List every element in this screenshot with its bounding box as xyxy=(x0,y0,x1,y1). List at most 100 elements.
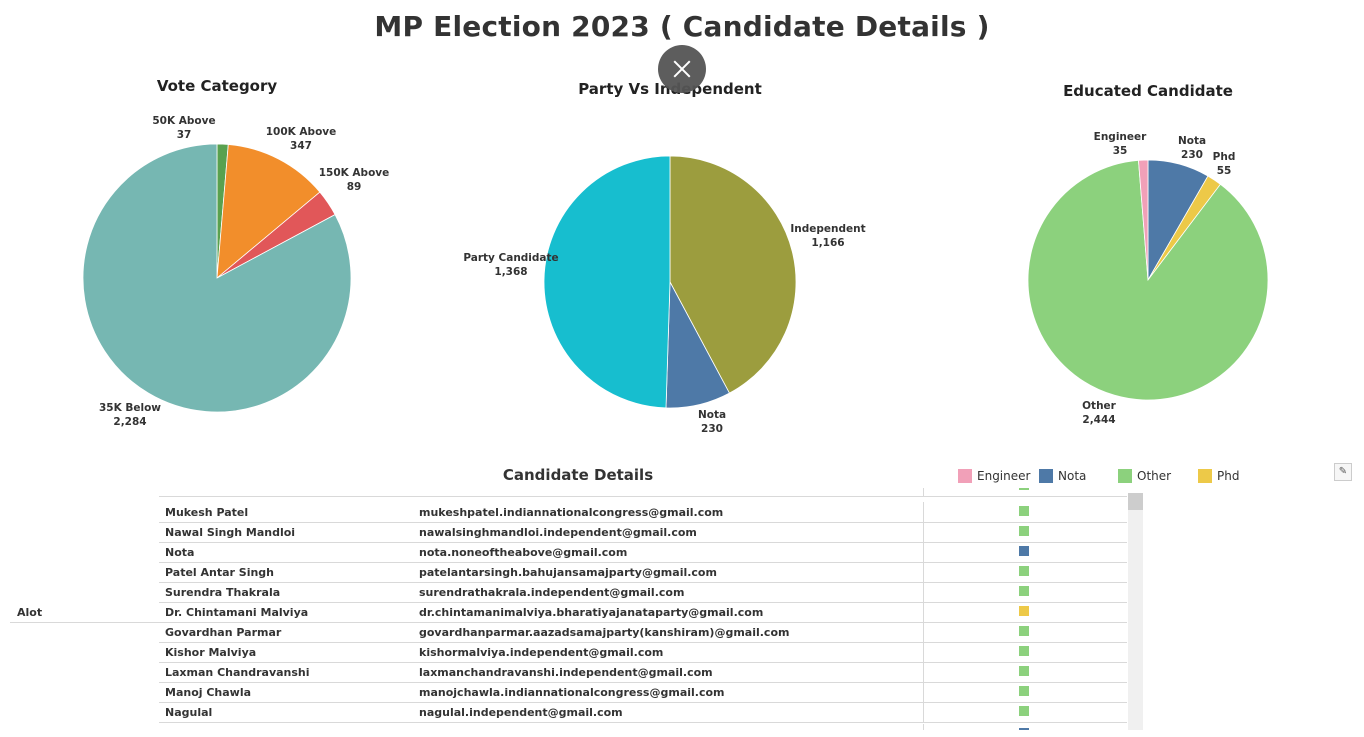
legend-item-engineer[interactable]: Engineer xyxy=(958,465,1031,483)
education-marker xyxy=(1019,728,1029,730)
cell-candidate-name: Patel Antar Singh xyxy=(165,566,275,579)
page-title: MP Election 2023 ( Candidate Details ) xyxy=(374,10,990,43)
table-row[interactable]: Manoj Chawla manojchawla.indiannationalco… xyxy=(159,682,1127,703)
slice-label-phd: Phd xyxy=(1213,151,1236,163)
pie-slice-100k-above[interactable] xyxy=(216,144,321,279)
slice-value-100k-above: 347 xyxy=(290,140,312,152)
pie-slice-party-candidate[interactable] xyxy=(543,155,671,409)
slice-label-party-candidate: Party Candidate xyxy=(463,252,558,264)
column-divider xyxy=(923,662,924,683)
legend-label: Other xyxy=(1137,468,1172,483)
cell-candidate-name: Nawal Singh Mandloi xyxy=(165,526,296,539)
legend-item-phd[interactable]: Phd xyxy=(1198,465,1239,483)
legend-swatch-phd xyxy=(1198,468,1212,483)
table-row[interactable]: Laxman Chandravanshi laxmanchandravanshi.… xyxy=(159,662,1127,683)
table-row[interactable]: Patel Antar Singh patelantarsingh.bahujan… xyxy=(159,562,1127,583)
pie-slice-other[interactable] xyxy=(1027,159,1269,401)
pie-slice-independent[interactable] xyxy=(669,155,797,394)
column-divider xyxy=(923,682,924,703)
column-divider xyxy=(923,642,924,663)
educated-candidate-title: Educated Candidate xyxy=(1063,82,1233,100)
slice-value-engineer: 35 xyxy=(1113,145,1128,157)
slice-label-nota: Nota xyxy=(698,409,726,421)
education-marker-nota xyxy=(1019,546,1029,556)
education-marker-other xyxy=(1019,646,1029,656)
slice-label-150k-above: 150K Above xyxy=(319,167,390,179)
cell-email: nagulal.independent@gmail.com xyxy=(419,706,623,719)
education-marker-other xyxy=(1019,706,1029,716)
cell-email: mukeshpatel.indiannationalcongress@gmail… xyxy=(419,506,724,519)
pie-slice-engineer[interactable] xyxy=(1138,159,1149,281)
table-scrollbar-thumb[interactable] xyxy=(1128,493,1143,510)
table-row[interactable]: Alot Dr. Chintamani Malviya dr.chintamanim… xyxy=(10,602,1127,623)
table-row-partial-top xyxy=(159,488,1127,497)
column-divider xyxy=(923,488,924,497)
slice-value-phd: 55 xyxy=(1217,165,1232,177)
cell-email: dr.chintamanimalviya.bharatiyajanatapart… xyxy=(419,606,764,619)
education-marker-phd xyxy=(1019,606,1029,616)
legend-swatch-engineer xyxy=(958,468,972,483)
legend-label: Engineer xyxy=(977,468,1031,483)
legend-item-other[interactable]: Other xyxy=(1118,465,1172,483)
slice-label-35k-below: 35K Below xyxy=(99,402,161,414)
legend-swatch-nota xyxy=(1039,468,1053,483)
cell-email: nawalsinghmandloi.independent@gmail.com xyxy=(419,526,697,539)
cell-email: govardhanparmar.aazadsamajparty(kanshira… xyxy=(419,626,790,639)
slice-value-35k-below: 2,284 xyxy=(113,416,146,428)
column-divider xyxy=(923,542,924,563)
table-row[interactable]: Nota nota.noneoftheabove@gmail.com xyxy=(159,542,1127,563)
table-row[interactable]: Nawal Singh Mandloi nawalsinghmandloi.ind… xyxy=(159,522,1127,543)
slice-value-nota: 230 xyxy=(1181,149,1203,161)
cell-candidate-name: Surendra Thakrala xyxy=(165,586,281,599)
legend-swatch-other xyxy=(1118,468,1132,483)
pie-slice-35k-below[interactable] xyxy=(82,143,352,413)
cell-email: patelantarsingh.bahujansamajparty@gmail.… xyxy=(419,566,717,579)
cell-candidate-name: Nagulal xyxy=(165,706,213,719)
legend-label: Nota xyxy=(1058,468,1087,483)
slice-label-other: Other xyxy=(1082,400,1117,412)
education-marker-other xyxy=(1019,506,1029,516)
column-divider xyxy=(923,622,924,643)
slice-label-independent: Independent xyxy=(790,223,865,235)
close-button[interactable] xyxy=(658,45,706,93)
cell-candidate-name: Laxman Chandravanshi xyxy=(165,666,310,679)
column-divider xyxy=(923,502,924,523)
slice-value-party-candidate: 1,368 xyxy=(494,266,527,278)
cell-email: nota.noneoftheabove@gmail.com xyxy=(419,546,628,559)
education-marker-other xyxy=(1019,566,1029,576)
table-row[interactable]: Mukesh Patel mukeshpatel.indiannationalco… xyxy=(159,502,1127,523)
cell-candidate-name: Kishor Malviya xyxy=(165,646,257,659)
slice-value-independent: 1,166 xyxy=(811,237,844,249)
slice-label-50k-above: 50K Above xyxy=(152,115,215,127)
cell-email: kishormalviya.independent@gmail.com xyxy=(419,646,664,659)
education-marker-other xyxy=(1019,526,1029,536)
table-scrollbar[interactable] xyxy=(1128,493,1143,730)
table-row[interactable]: Surendra Thakrala surendrathakrala.indepe… xyxy=(159,582,1127,603)
cell-candidate-name: Manoj Chawla xyxy=(165,686,252,699)
education-marker-other xyxy=(1019,626,1029,636)
table-row[interactable]: Kishor Malviya kishormalviya.independent@… xyxy=(159,642,1127,663)
cell-constituency: Alot xyxy=(17,606,43,619)
column-divider xyxy=(923,724,924,730)
cell-candidate-name: Mukesh Patel xyxy=(165,506,249,519)
table-row[interactable]: Nagulal nagulal.independent@gmail.com xyxy=(159,702,1127,723)
slice-label-engineer: Engineer xyxy=(1094,131,1147,143)
column-divider xyxy=(923,602,924,623)
slice-label-nota: Nota xyxy=(1178,135,1206,147)
pen-icon[interactable]: ✎ xyxy=(1334,463,1352,481)
table-row-partial-bottom xyxy=(159,724,1127,730)
slice-label-100k-above: 100K Above xyxy=(266,126,337,138)
column-divider xyxy=(923,582,924,603)
legend-item-nota[interactable]: Nota xyxy=(1039,465,1087,483)
column-divider xyxy=(923,562,924,583)
candidate-details-title: Candidate Details xyxy=(502,466,654,484)
candidate-details-table: Mukesh Patel mukeshpatel.indiannationalco… xyxy=(0,488,1143,730)
slice-value-50k-above: 37 xyxy=(177,129,192,141)
education-marker-other xyxy=(1019,686,1029,696)
education-marker-other xyxy=(1019,586,1029,596)
column-divider xyxy=(923,522,924,543)
vote-category-pie-chart: 50K Above 37 100K Above 347 150K Above 89 35K … xyxy=(82,115,390,428)
education-marker-other xyxy=(1019,666,1029,676)
table-row[interactable]: Govardhan Parmar govardhanparmar.aazadsam… xyxy=(159,622,1127,643)
cell-candidate-name: Nota xyxy=(165,546,195,559)
